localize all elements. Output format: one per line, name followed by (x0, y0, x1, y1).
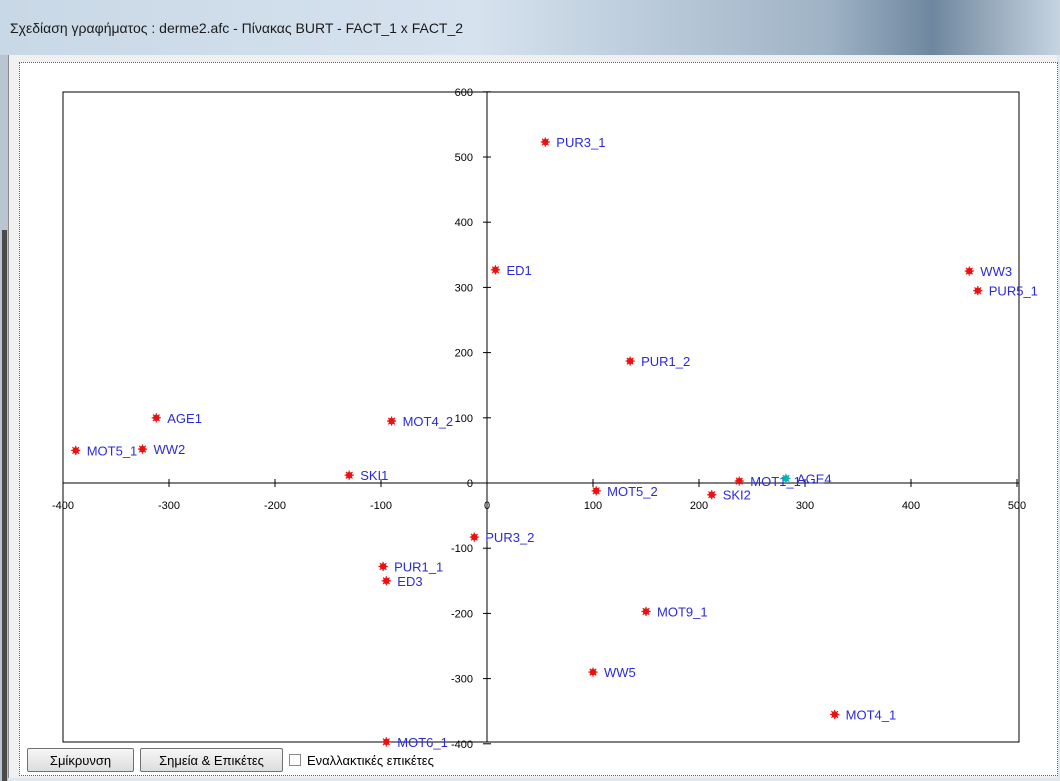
point-label: ED1 (506, 263, 531, 278)
alt-labels-checkbox[interactable] (289, 754, 301, 766)
point-label: PUR5_1 (989, 284, 1038, 299)
y-tick-label: -200 (451, 608, 473, 620)
point-label: MOT5_1 (87, 443, 138, 458)
data-point (591, 486, 601, 496)
y-tick-label: 400 (455, 217, 473, 229)
point-label: MOT6_1 (397, 735, 448, 750)
data-point (641, 606, 651, 617)
data-point (387, 416, 397, 426)
y-tick-label: 200 (455, 348, 473, 360)
point-label: AGE1 (167, 411, 202, 426)
left-scrollbar[interactable] (0, 55, 8, 781)
point-label: WW5 (604, 665, 636, 680)
y-tick-label: 300 (455, 282, 473, 294)
title-bar[interactable]: Σχεδίαση γραφήματος : derme2.afc - Πίνακ… (0, 0, 1060, 55)
data-point (964, 266, 974, 276)
x-tick-label: 100 (584, 500, 602, 512)
alt-labels-option[interactable]: Εναλλακτικές επικέτες (289, 750, 434, 770)
point-label: PUR1_1 (394, 559, 443, 574)
points-labels-button[interactable]: Σημεία & Επικέτες (140, 748, 283, 772)
data-point (381, 576, 391, 586)
data-point (588, 667, 598, 677)
data-point (469, 532, 479, 542)
data-point (151, 413, 161, 423)
x-tick-label: 500 (1008, 500, 1026, 512)
y-tick-label: -100 (451, 543, 473, 555)
data-point (71, 445, 81, 455)
zoom-out-button[interactable]: Σμίκρυνση (27, 748, 134, 772)
data-point (707, 490, 717, 500)
data-point (490, 265, 501, 275)
y-tick-label: 600 (455, 87, 473, 99)
y-tick-label: 500 (455, 152, 473, 164)
data-point (540, 137, 550, 147)
data-point (381, 737, 391, 747)
data-point (137, 444, 148, 454)
y-tick-label: 0 (467, 478, 473, 490)
data-point (781, 473, 791, 484)
data-point (830, 709, 840, 720)
data-point (734, 476, 744, 486)
point-label: MOT4_1 (846, 707, 897, 722)
plot-frame (19, 62, 1058, 776)
x-tick-label: 300 (796, 500, 814, 512)
point-label: PUR1_2 (641, 354, 690, 369)
point-label: SKI2 (723, 488, 751, 503)
data-point (973, 286, 983, 296)
x-tick-label: 0 (484, 500, 490, 512)
y-tick-label: -300 (451, 674, 473, 686)
y-tick-label: -400 (451, 739, 473, 751)
scrollbar-thumb[interactable] (2, 230, 7, 781)
point-label: PUR3_1 (556, 135, 605, 150)
alt-labels-label: Εναλλακτικές επικέτες (307, 752, 434, 768)
x-tick-label: 400 (902, 500, 920, 512)
point-label: MOT4_2 (403, 414, 454, 429)
point-label: AGE4 (797, 471, 832, 486)
point-label: PUR3_2 (485, 530, 534, 545)
point-label: MOT1_1 (750, 474, 801, 489)
point-label: MOT9_1 (657, 604, 708, 619)
x-tick-label: -300 (158, 500, 180, 512)
x-tick-label: -100 (370, 500, 392, 512)
x-tick-label: -400 (52, 500, 74, 512)
data-point (625, 356, 635, 366)
x-tick-label: -200 (264, 500, 286, 512)
data-point (378, 561, 388, 572)
point-label: WW3 (980, 264, 1012, 279)
window-title: Σχεδίαση γραφήματος : derme2.afc - Πίνακ… (10, 20, 464, 36)
plot-border (62, 91, 1020, 743)
point-label: SKI1 (360, 468, 388, 483)
point-label: WW2 (154, 442, 186, 457)
point-label: ED3 (397, 574, 422, 589)
y-tick-label: 100 (455, 413, 473, 425)
x-tick-label: 200 (690, 500, 708, 512)
point-label: MOT5_2 (607, 484, 658, 499)
data-point (344, 470, 354, 480)
